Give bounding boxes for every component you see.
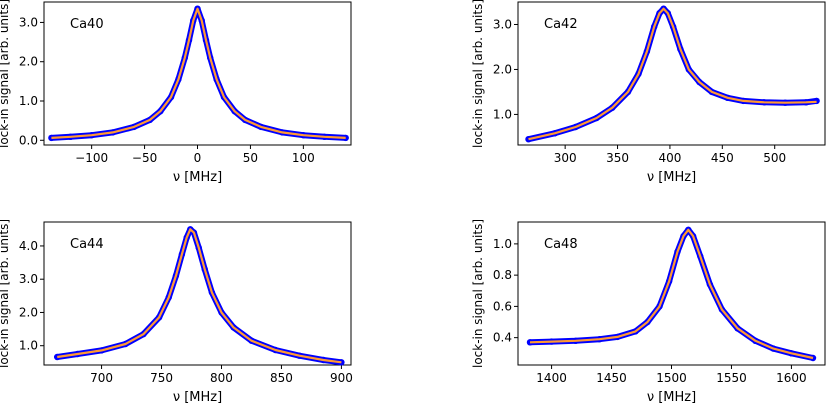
- x-axis-label: ν [MHz]: [173, 390, 222, 404]
- y-tick-label: 3.0: [19, 15, 38, 29]
- x-tick-label: 800: [210, 371, 233, 385]
- x-axis-label: ν [MHz]: [173, 170, 222, 185]
- y-tick-label: 2.0: [19, 305, 38, 319]
- y-tick-label: 1.0: [493, 237, 512, 251]
- x-tick-label: −50: [132, 151, 157, 165]
- panel-annotation: Ca42: [544, 17, 578, 32]
- x-tick-label: 350: [606, 151, 629, 165]
- x-tick-label: 300: [554, 151, 577, 165]
- axes-frame: [517, 1, 826, 146]
- x-tick-label: 1550: [716, 371, 747, 385]
- y-tick-label: 2.0: [19, 55, 38, 69]
- chart-ca44: 700 750 800 850 900 1.0 2.0 3.0 4.0 ν [MHz] lock-i…: [0, 219, 353, 405]
- panel-annotation: Ca44: [70, 237, 104, 252]
- x-tick-label: 1400: [536, 371, 567, 385]
- chart-ca42: 300 350 400 450 500 1.0 2.0 3.0 ν [MHz] lock-in s…: [471, 0, 826, 185]
- x-tick-label: 50: [243, 151, 258, 165]
- y-axis-label: lock-in signal [arb. units]: [0, 219, 11, 368]
- y-tick-label: 3.0: [19, 272, 38, 286]
- panel-annotation: Ca40: [70, 17, 104, 32]
- x-axis-label: ν [MHz]: [647, 170, 696, 185]
- y-tick-label: 1.0: [493, 107, 512, 121]
- axes-frame: [43, 221, 352, 366]
- y-tick-label: 0.6: [493, 299, 512, 313]
- y-tick-label: 0.0: [19, 133, 38, 147]
- fit-series-line: [528, 7, 817, 141]
- x-tick-label: 1500: [656, 371, 687, 385]
- y-tick-label: 3.0: [493, 17, 512, 31]
- y-tick-label: 1.0: [19, 339, 38, 353]
- x-tick-label: 400: [658, 151, 681, 165]
- fit-series-line: [51, 7, 346, 139]
- x-tick-label: 750: [150, 371, 173, 385]
- y-tick-label: 0.4: [493, 331, 512, 345]
- y-tick-label: 4.0: [19, 239, 38, 253]
- fit-series-line: [57, 228, 342, 364]
- panel-annotation: Ca48: [544, 237, 578, 252]
- x-axis-label: ν [MHz]: [647, 390, 696, 404]
- chart-ca40: −100 −50 0 50 100 0.0 1.0 2.0 3.0 ν [MHz] lock-in …: [0, 0, 352, 185]
- x-tick-label: 1600: [776, 371, 807, 385]
- x-tick-label: 500: [763, 151, 786, 165]
- y-tick-label: 2.0: [493, 62, 512, 76]
- chart-ca48: 1400 1450 1500 1550 1600 0.4 0.6 0.8 1.0 ν [MHz] l…: [471, 219, 826, 405]
- x-tick-label: 700: [90, 371, 113, 385]
- x-tick-label: 100: [292, 151, 315, 165]
- x-tick-label: 850: [270, 371, 293, 385]
- x-tick-label: 450: [711, 151, 734, 165]
- y-axis-label: lock-in signal [arb. units]: [471, 219, 485, 368]
- x-tick-label: 900: [330, 371, 353, 385]
- y-axis-label: lock-in signal [arb. units]: [0, 0, 11, 148]
- x-tick-label: 0: [194, 151, 202, 165]
- y-axis-label: lock-in signal [arb. units]: [471, 0, 485, 148]
- x-tick-label: 1450: [596, 371, 627, 385]
- y-tick-label: 1.0: [19, 94, 38, 108]
- fit-series-line: [529, 228, 814, 360]
- x-tick-label: −100: [75, 151, 108, 165]
- y-tick-label: 0.8: [493, 268, 512, 282]
